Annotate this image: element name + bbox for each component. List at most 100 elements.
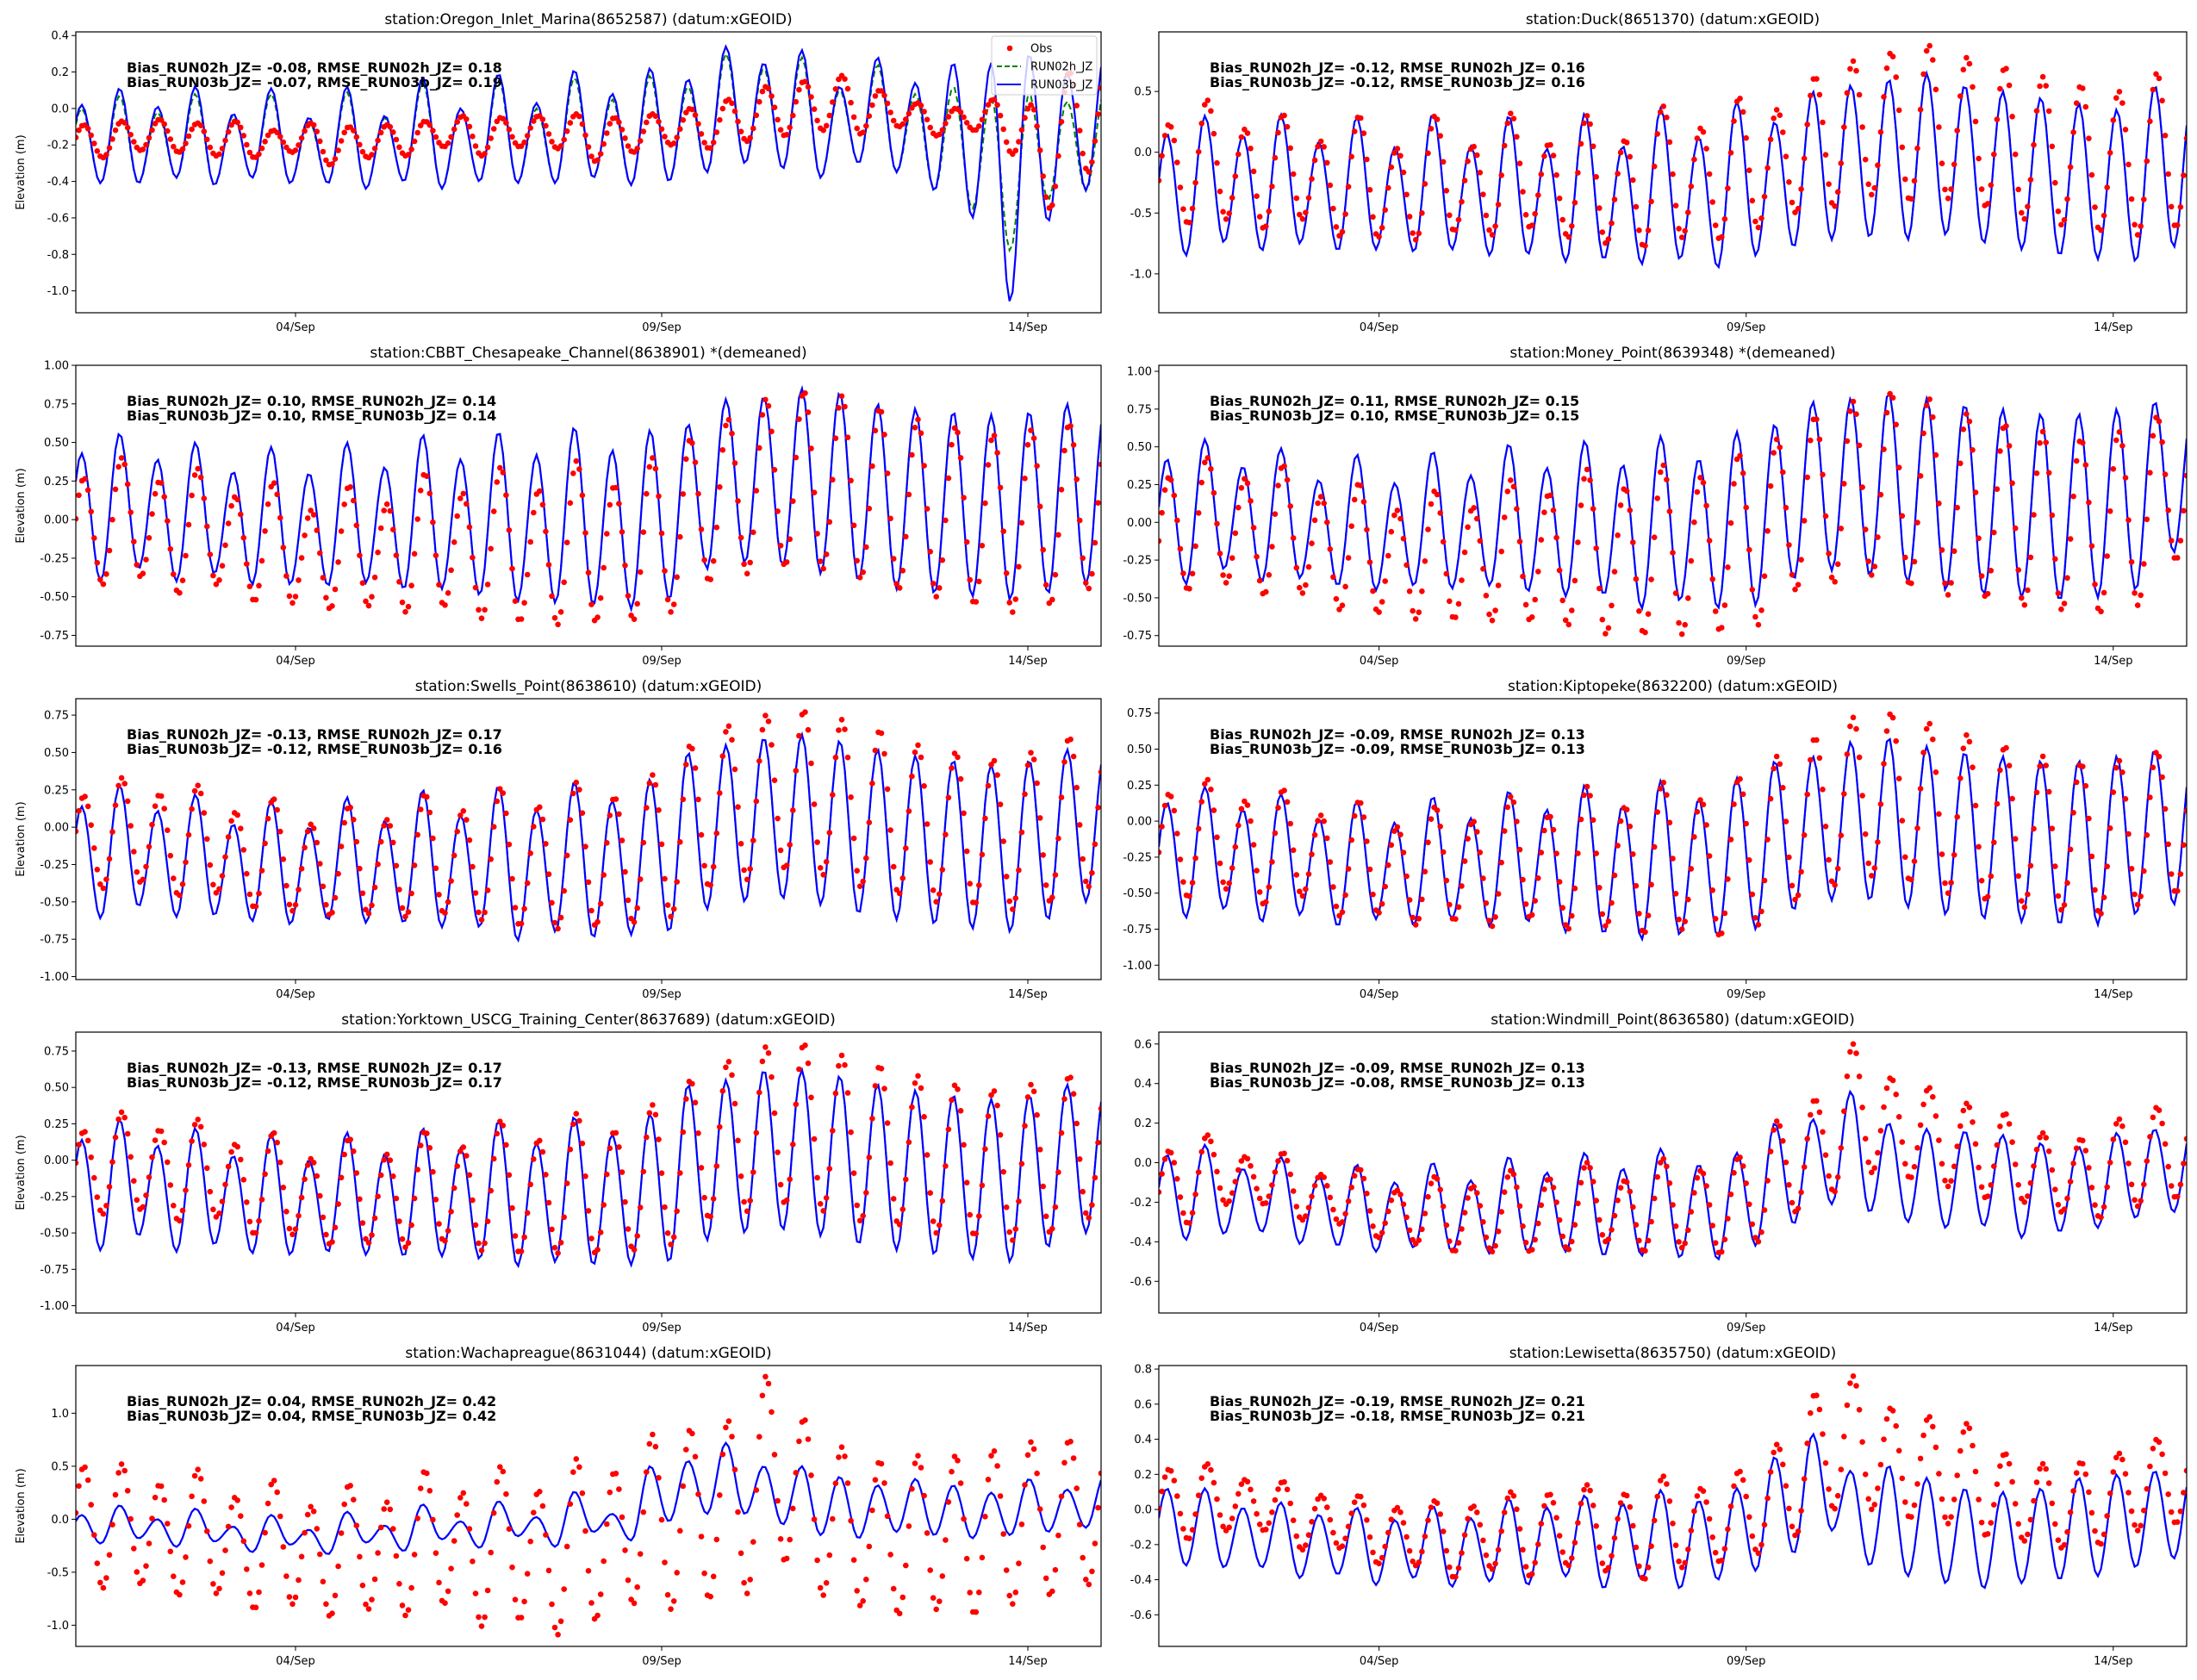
obs-point bbox=[1018, 1521, 1025, 1528]
obs-point bbox=[1098, 461, 1101, 468]
obs-point bbox=[729, 430, 735, 437]
obs-point bbox=[91, 1174, 97, 1181]
obs-point bbox=[1847, 1048, 1853, 1055]
obs-point bbox=[1666, 819, 1673, 826]
obs-point bbox=[842, 403, 848, 410]
obs-point bbox=[1220, 879, 1226, 886]
obs-point bbox=[1095, 1504, 1101, 1511]
obs-point bbox=[1382, 1543, 1388, 1550]
obs-point bbox=[1587, 793, 1593, 799]
y-tick-label: -0.2 bbox=[1130, 1197, 1152, 1210]
obs-point bbox=[597, 1591, 604, 1597]
y-tick-label: 0.25 bbox=[1127, 479, 1152, 492]
obs-point bbox=[2006, 762, 2013, 768]
panel-title: station:Lewisetta(8635750) (datum:xGEOID… bbox=[1509, 1345, 1837, 1362]
obs-point bbox=[1514, 1184, 1520, 1191]
obs-point bbox=[1483, 1552, 1490, 1559]
obs-point bbox=[1220, 208, 1226, 215]
obs-point bbox=[1559, 597, 1565, 604]
y-tick-label: -1.00 bbox=[40, 1300, 69, 1313]
obs-point bbox=[1492, 1242, 1498, 1249]
obs-point bbox=[1376, 609, 1382, 615]
obs-point bbox=[561, 887, 567, 894]
y-axis-label: Elevation (m) bbox=[15, 468, 28, 543]
obs-point bbox=[1406, 1547, 1413, 1554]
obs-point bbox=[91, 1532, 97, 1538]
obs-point bbox=[298, 1194, 305, 1201]
panel: station:Duck(8651370) (datum:xGEOID)0.50… bbox=[1130, 11, 2188, 334]
obs-point bbox=[207, 1188, 214, 1195]
obs-point bbox=[1617, 149, 1624, 156]
obs-point bbox=[1899, 1475, 1906, 1482]
obs-point bbox=[830, 476, 836, 483]
obs-point bbox=[1351, 812, 1358, 819]
obs-point bbox=[390, 129, 396, 135]
obs-point bbox=[216, 1210, 222, 1216]
obs-point bbox=[563, 539, 570, 545]
obs-point bbox=[570, 470, 576, 476]
obs-point bbox=[1911, 177, 1918, 184]
obs-point bbox=[1630, 851, 1636, 857]
obs-point bbox=[1936, 124, 1942, 130]
obs-point bbox=[1636, 227, 1642, 233]
obs-point bbox=[399, 1602, 406, 1608]
obs-point bbox=[332, 1592, 339, 1599]
y-axis-label: Elevation (m) bbox=[15, 1135, 28, 1210]
obs-point bbox=[1321, 144, 1327, 150]
obs-point bbox=[451, 1185, 457, 1192]
obs-point bbox=[161, 806, 167, 812]
obs-point bbox=[1895, 1447, 1902, 1454]
obs-point bbox=[2031, 512, 2037, 518]
obs-point bbox=[112, 802, 119, 808]
obs-point bbox=[393, 552, 400, 558]
obs-point bbox=[1565, 1246, 1572, 1253]
obs-point bbox=[118, 775, 125, 781]
obs-point bbox=[448, 134, 454, 140]
obs-point bbox=[543, 1172, 549, 1178]
obs-point bbox=[1528, 912, 1535, 918]
y-tick-label: 0.5 bbox=[51, 1460, 69, 1473]
obs-point bbox=[838, 717, 845, 723]
obs-point bbox=[1049, 894, 1055, 900]
obs-point bbox=[887, 1160, 893, 1167]
obs-point bbox=[1804, 791, 1810, 798]
obs-point bbox=[531, 1156, 537, 1162]
obs-point bbox=[563, 128, 570, 134]
obs-point bbox=[2058, 221, 2064, 228]
obs-point bbox=[1281, 1150, 1287, 1157]
obs-point bbox=[296, 142, 302, 148]
obs-point bbox=[1786, 542, 1792, 548]
obs-point bbox=[1780, 1461, 1786, 1468]
y-tick-label: 0.4 bbox=[1134, 1078, 1152, 1091]
obs-point bbox=[1244, 1478, 1251, 1485]
obs-point bbox=[982, 815, 988, 822]
obs-point bbox=[506, 1172, 513, 1179]
obs-point bbox=[537, 804, 543, 811]
y-tick-label: 1.00 bbox=[44, 360, 69, 373]
obs-point bbox=[1244, 802, 1251, 808]
obs-point bbox=[2128, 1508, 2135, 1515]
obs-point bbox=[1309, 1193, 1315, 1200]
obs-point bbox=[945, 794, 952, 801]
obs-point bbox=[832, 435, 839, 441]
obs-point bbox=[2156, 418, 2163, 425]
obs-point bbox=[585, 1568, 592, 1574]
obs-point bbox=[2101, 589, 2107, 596]
obs-point bbox=[927, 1190, 933, 1196]
y-tick-label: 0.50 bbox=[44, 1082, 69, 1095]
obs-point bbox=[725, 1059, 732, 1065]
obs-point bbox=[1883, 409, 1890, 416]
obs-point bbox=[1875, 839, 1881, 845]
obs-point bbox=[1501, 828, 1508, 834]
obs-point bbox=[1777, 761, 1783, 768]
obs-point bbox=[2043, 1135, 2049, 1141]
obs-point bbox=[604, 1521, 610, 1528]
obs-point bbox=[1737, 96, 1743, 102]
obs-point bbox=[1370, 1223, 1376, 1229]
obs-point bbox=[399, 599, 406, 606]
obs-point bbox=[338, 138, 345, 144]
obs-point bbox=[1018, 520, 1025, 526]
obs-point bbox=[1731, 118, 1737, 124]
obs-point bbox=[1461, 549, 1468, 556]
obs-point bbox=[698, 131, 705, 137]
